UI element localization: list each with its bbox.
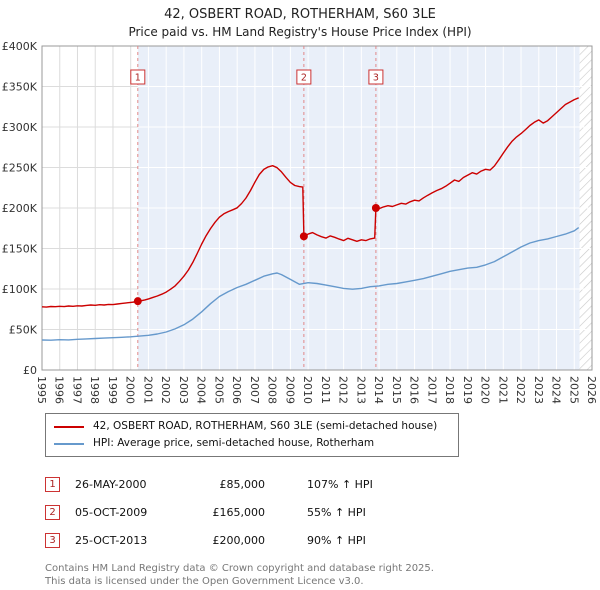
- legend-item-hpi: HPI: Average price, semi-detached house,…: [54, 435, 450, 452]
- transaction-hpi-change: 55% ↑ HPI: [307, 505, 366, 519]
- svg-text:1998: 1998: [88, 376, 101, 404]
- svg-text:2020: 2020: [479, 376, 492, 404]
- svg-text:2026: 2026: [585, 376, 598, 404]
- transaction-date: 05-OCT-2009: [75, 505, 148, 519]
- legend-item-property: 42, OSBERT ROAD, ROTHERHAM, S60 3LE (sem…: [54, 418, 450, 435]
- transactions-table: 1 26-MAY-2000 £85,000 107% ↑ HPI 2 05-OC…: [45, 470, 600, 554]
- svg-text:2018: 2018: [443, 376, 456, 404]
- footer-attribution: Contains HM Land Registry data © Crown c…: [45, 563, 600, 588]
- transaction-number-badge: 3: [45, 532, 60, 548]
- svg-text:3: 3: [373, 73, 379, 84]
- svg-text:£150K: £150K: [2, 243, 38, 256]
- svg-text:£100K: £100K: [2, 283, 38, 296]
- svg-text:2007: 2007: [248, 376, 261, 404]
- transaction-price: £85,000: [219, 477, 266, 491]
- transaction-price: £200,000: [212, 533, 266, 547]
- svg-text:2000: 2000: [124, 376, 137, 404]
- svg-text:1997: 1997: [70, 376, 83, 404]
- svg-text:2024: 2024: [550, 376, 563, 404]
- svg-text:2023: 2023: [532, 376, 545, 404]
- svg-text:2008: 2008: [266, 376, 279, 404]
- svg-text:2009: 2009: [283, 376, 296, 404]
- svg-text:2010: 2010: [301, 376, 314, 404]
- transaction-number-badge: 2: [45, 504, 60, 520]
- legend-line-hpi: [54, 442, 84, 445]
- transaction-number-badge: 1: [45, 476, 60, 492]
- svg-text:2021: 2021: [496, 376, 509, 404]
- transaction-row-1: 1 26-MAY-2000 £85,000 107% ↑ HPI: [45, 470, 600, 498]
- svg-text:£300K: £300K: [2, 121, 38, 134]
- svg-text:£350K: £350K: [2, 81, 38, 94]
- svg-text:2006: 2006: [230, 376, 243, 404]
- legend-label-property: 42, OSBERT ROAD, ROTHERHAM, S60 3LE (sem…: [93, 420, 438, 432]
- svg-text:1996: 1996: [53, 376, 66, 404]
- transaction-hpi-change: 90% ↑ HPI: [307, 533, 366, 547]
- transaction-hpi-change: 107% ↑ HPI: [307, 477, 373, 491]
- svg-text:£50K: £50K: [9, 324, 38, 337]
- svg-text:2011: 2011: [319, 376, 332, 404]
- svg-text:2005: 2005: [212, 376, 225, 404]
- svg-text:2015: 2015: [390, 376, 403, 404]
- svg-text:2002: 2002: [159, 376, 172, 404]
- title-block: 42, OSBERT ROAD, ROTHERHAM, S60 3LE Pric…: [0, 0, 600, 39]
- svg-text:2013: 2013: [354, 376, 367, 404]
- legend-line-property: [54, 425, 84, 428]
- svg-text:£400K: £400K: [2, 40, 38, 53]
- svg-text:2003: 2003: [177, 376, 190, 404]
- svg-text:2012: 2012: [337, 376, 350, 404]
- svg-text:2004: 2004: [195, 376, 208, 404]
- svg-text:1995: 1995: [35, 376, 48, 404]
- footer-line-2: This data is licensed under the Open Gov…: [45, 575, 364, 587]
- transaction-row-2: 2 05-OCT-2009 £165,000 55% ↑ HPI: [45, 498, 600, 526]
- transaction-date: 26-MAY-2000: [75, 477, 147, 491]
- svg-text:2001: 2001: [141, 376, 154, 404]
- page-subtitle: Price paid vs. HM Land Registry's House …: [128, 25, 472, 39]
- svg-text:2: 2: [301, 73, 307, 84]
- svg-text:1999: 1999: [106, 376, 119, 404]
- svg-text:2025: 2025: [567, 376, 580, 404]
- chart-legend: 42, OSBERT ROAD, ROTHERHAM, S60 3LE (sem…: [45, 413, 459, 457]
- svg-text:2019: 2019: [461, 376, 474, 404]
- svg-text:2022: 2022: [514, 376, 527, 404]
- svg-text:1: 1: [135, 73, 141, 84]
- svg-text:£250K: £250K: [2, 162, 38, 175]
- page-title: 42, OSBERT ROAD, ROTHERHAM, S60 3LE: [164, 7, 436, 22]
- transaction-row-3: 3 25-OCT-2013 £200,000 90% ↑ HPI: [45, 526, 600, 554]
- transaction-price: £165,000: [212, 505, 266, 519]
- svg-text:2017: 2017: [425, 376, 438, 404]
- footer-line-1: Contains HM Land Registry data © Crown c…: [45, 563, 434, 574]
- svg-text:£200K: £200K: [2, 202, 38, 215]
- svg-text:2016: 2016: [408, 376, 421, 404]
- transaction-date: 25-OCT-2013: [75, 533, 148, 547]
- price-history-chart: 1 2 3 £0 £50K £100K £150K £200K £250K £300K £350K £…: [2, 40, 598, 404]
- legend-label-hpi: HPI: Average price, semi-detached house,…: [93, 437, 375, 449]
- svg-text:2014: 2014: [372, 376, 385, 404]
- svg-text:£0: £0: [23, 364, 37, 377]
